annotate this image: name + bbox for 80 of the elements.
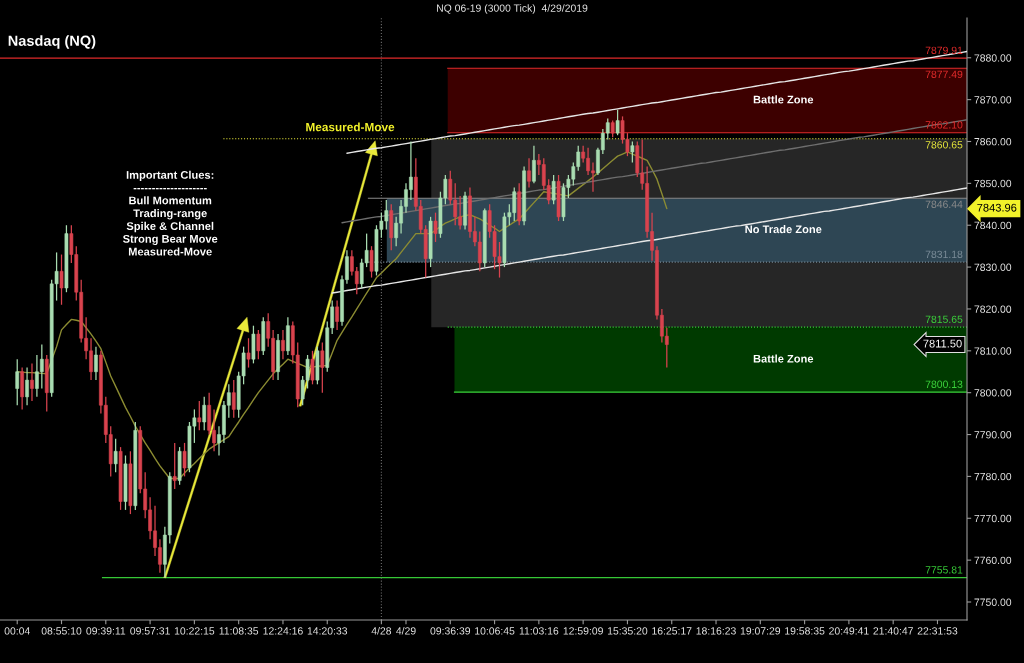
y-tick-label: 7870.00 [974,96,1012,104]
candlestick [335,299,339,331]
candlestick [615,109,620,136]
ref-line-label: 7831.18 [925,250,963,259]
candlestick [630,140,635,164]
annotation: Important Clues: -------------------- Bull Momentum Trading-range Spike & Channel Strong Bear Move Measured-Move [122,170,218,256]
y-tick-label: 7820.00 [974,305,1012,313]
x-tick-label: 19:07:29 [740,627,781,635]
candlestick [197,400,202,431]
candlestick [30,362,34,402]
ref-line-label: 7815.65 [925,315,963,324]
candlestick [320,341,325,394]
y-tick-label: 7840.00 [974,221,1012,230]
x-tick-label: 12:24:16 [263,627,303,635]
text: Nasdaq (NQ) [8,35,96,49]
x-tick-label: 08:55:10 [41,627,82,635]
candlestick [182,442,187,478]
candlestick [15,358,20,406]
x-tick-label: 18:16:23 [696,627,736,635]
ref-line-label: 7879.91 [925,46,963,55]
x-tick-label: 11:03:16 [519,627,559,635]
annotation: Measured-Move [306,122,395,132]
x-tick-label: 10:06:45 [475,627,515,635]
candlestick [310,350,315,385]
ref-line-label: 7800.13 [925,380,963,388]
candlestick [477,230,482,272]
x-tick-label: 16:25:17 [652,627,692,635]
band-label: No Trade Zone [745,225,822,234]
ref-line-label: 7755.81 [925,566,963,574]
candlestick [172,442,177,490]
x-tick-label: 11:08:35 [219,627,259,635]
x-tick-label: 21:40:47 [873,627,913,635]
y-tick-label: 7780.00 [974,472,1012,481]
y-tick-label: 7770.00 [974,514,1012,523]
y-tick-label: 7880.00 [974,54,1012,62]
y-tick-label: 7850.00 [974,179,1012,188]
ref-line-label: 7877.49 [925,70,963,79]
candlestick [433,212,438,243]
candlestick [231,379,236,419]
candlestick [25,366,29,406]
band-label: Battle Zone [753,354,814,363]
x-tick-label: 4/28 [371,626,392,635]
y-tick-label: 7810.00 [974,347,1012,355]
x-tick-label: 14:20:33 [307,627,348,635]
x-tick-label: 12:59:09 [563,627,603,635]
candlestick [202,396,207,431]
candlestick [256,329,261,360]
y-tick-label: 7790.00 [974,431,1012,439]
chart-title: NQ 06-19 (3000 Tick) 4/29/2019 [437,4,588,14]
x-tick-label: 09:39:11 [86,627,126,635]
band-label: Battle Zone [753,95,814,104]
candlestick [527,157,531,189]
candlestick [94,346,98,381]
text: 7843.96 [977,203,1017,212]
x-tick-label: 20:49:41 [829,627,869,635]
y-tick-label: 7760.00 [974,556,1012,565]
candlestick [39,343,44,390]
annotation: 7811.50 [923,339,962,348]
x-tick-label: 22:31:53 [917,627,958,635]
candlestick [532,145,536,184]
candlestick [113,438,118,473]
y-tick-label: 7830.00 [974,263,1012,271]
x-tick-label: 10:22:15 [174,627,215,635]
x-tick-label: 09:57:31 [130,627,170,635]
candlestick [369,245,374,279]
x-tick-label: 00:04 [4,627,30,635]
line-series [331,187,967,294]
x-tick-label: 19:58:35 [785,627,825,635]
y-tick-label: 7860.00 [974,138,1012,146]
ref-line-label: 7846.44 [925,200,963,208]
y-tick-label: 7750.00 [974,598,1012,606]
candlestick [281,329,285,360]
candlestick [246,337,251,369]
ref-line-label: 7860.65 [925,141,963,149]
x-tick-label: 15:35:20 [607,627,648,635]
x-tick-label: 09:36:39 [430,627,471,635]
x-tick-label: 4/29 [396,626,416,635]
candlestick [59,253,64,306]
y-tick-label: 7800.00 [974,389,1012,397]
candlestick [551,174,556,205]
